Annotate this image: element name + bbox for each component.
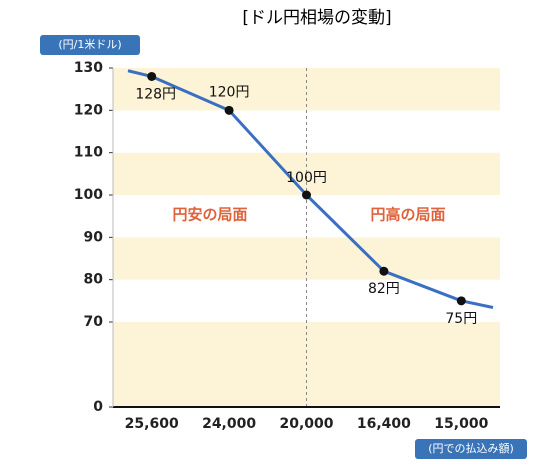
point: [456, 296, 466, 306]
line-extension: [460, 299, 494, 309]
annotation: 円高の局面: [370, 206, 445, 224]
point: [147, 71, 157, 81]
value-label: 128円: [135, 86, 176, 102]
y-label-box: [40, 35, 140, 55]
y-tick-label: 110: [74, 145, 103, 161]
y-tick-label: 90: [84, 229, 104, 245]
y-tick-label: 0: [93, 399, 103, 415]
point: [302, 190, 311, 200]
y-tick-label: 80: [84, 272, 104, 288]
value-label: 100円: [286, 170, 327, 186]
x-tick-label: 25,600: [125, 416, 179, 432]
x-tick-label: 20,000: [279, 416, 333, 432]
annotation: 円安の局面: [172, 206, 247, 224]
x-axis-label: (円での払込み額): [428, 441, 514, 455]
chart-title: [ドル円相場の変動]: [242, 8, 391, 28]
y-tick-label: 130: [74, 60, 103, 76]
x-tick-label: 24,000: [202, 416, 256, 432]
point: [224, 105, 234, 115]
y-axis-label: (円/1米ドル): [58, 38, 121, 51]
point: [379, 266, 389, 276]
value-label: 75円: [445, 311, 477, 327]
value-label: 120円: [209, 84, 250, 100]
y-tick-label: 120: [74, 102, 103, 118]
x-tick-label: 15,000: [434, 416, 488, 432]
x-tick-label: 16,400: [357, 416, 411, 432]
x-label-box: [415, 439, 527, 459]
value-label: 82円: [368, 281, 400, 297]
y-tick-label: 70: [84, 314, 104, 330]
y-tick-label: 100: [74, 187, 103, 203]
